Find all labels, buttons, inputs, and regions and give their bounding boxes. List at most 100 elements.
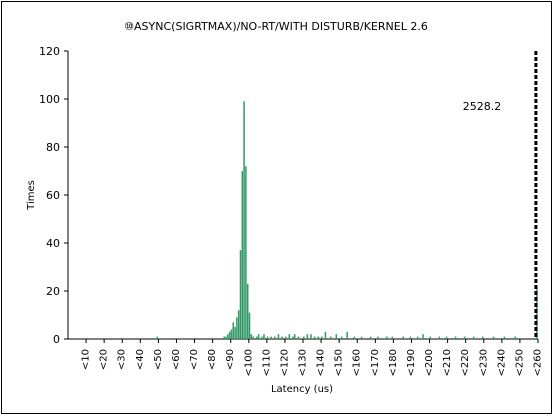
histogram-bar	[330, 336, 332, 339]
histogram-bar	[454, 336, 457, 339]
histogram-bar	[257, 334, 260, 339]
x-tick-label: <240	[496, 349, 507, 376]
histogram-bar	[237, 310, 240, 339]
x-tick-label: <250	[514, 349, 525, 376]
x-tick-label: <180	[388, 349, 399, 376]
histogram-bar	[353, 336, 356, 339]
histogram-bar	[386, 336, 388, 339]
x-tick-label: <210	[442, 349, 453, 376]
histogram-bar	[340, 336, 343, 339]
histogram-bar	[438, 336, 441, 339]
histogram-bar	[346, 331, 348, 339]
histogram-bar	[261, 336, 263, 339]
histogram-bar	[248, 312, 251, 339]
histogram-bar	[492, 336, 495, 339]
histogram-bar	[243, 101, 245, 340]
histogram-bar	[324, 331, 327, 339]
bars	[156, 101, 538, 340]
histogram-bar	[263, 334, 265, 339]
histogram-bar	[281, 336, 283, 339]
y-tick-label: 100	[39, 93, 60, 106]
histogram-bar	[245, 166, 247, 339]
y-tick-label: 120	[39, 45, 60, 58]
x-axis: <10 <20 <30 <40 <50 <60 <70 <80 <90 <100 <110 <120 <…	[68, 338, 544, 376]
histogram-bar	[481, 336, 484, 339]
x-tick-label: <220	[460, 349, 471, 376]
histogram-bar	[429, 336, 432, 339]
histogram-bar	[236, 317, 238, 339]
x-tick-label: <150	[334, 349, 345, 376]
x-tick-label: <160	[352, 349, 363, 376]
histogram-bar	[232, 322, 235, 339]
histogram-bar	[284, 336, 287, 339]
histogram-bar	[293, 334, 296, 339]
histogram-bar	[310, 334, 312, 339]
histogram-bar	[252, 336, 254, 339]
x-tick-label: <230	[478, 349, 489, 376]
x-tick-label: <70	[189, 349, 200, 370]
x-tick-label: <10	[81, 349, 92, 370]
histogram-bar	[297, 336, 300, 339]
histogram-bar	[377, 336, 379, 339]
histogram-bar	[274, 336, 276, 339]
x-axis-title: Latency (us)	[271, 384, 333, 395]
histogram-bar	[270, 336, 272, 339]
histogram-bar	[463, 336, 466, 339]
histogram-bar	[277, 334, 280, 339]
x-tick-label: <60	[171, 349, 182, 370]
histogram-bar	[369, 336, 372, 339]
x-tick-label: <100	[243, 349, 254, 376]
reference-line-group: 2528.2	[463, 51, 538, 339]
y-tick-label: 20	[46, 285, 60, 298]
histogram-bar	[230, 329, 233, 339]
y-tick-label: 40	[46, 237, 60, 250]
histogram-bar	[156, 336, 159, 339]
x-tick-label: <200	[424, 349, 435, 376]
x-tick-label: <170	[370, 349, 381, 376]
histogram-bar	[360, 336, 363, 339]
histogram-bar	[422, 334, 424, 339]
histogram-bar	[514, 336, 517, 339]
x-tick-label: <130	[298, 349, 309, 376]
histogram-bar	[256, 336, 258, 339]
histogram-bar	[472, 336, 475, 339]
histogram-bar	[250, 334, 253, 339]
histogram-bar	[321, 336, 323, 339]
histogram-bar	[266, 336, 269, 339]
histogram-bar	[223, 336, 225, 339]
y-axis: 0 20 40 60 80 100 120	[39, 45, 69, 346]
histogram-bar	[306, 334, 309, 339]
y-tick-label: 80	[46, 141, 60, 154]
histogram-bar	[241, 171, 244, 339]
histogram-bar	[239, 250, 242, 339]
histogram-bar	[288, 334, 291, 339]
histogram-bar	[228, 331, 231, 339]
x-tick-label: <260	[533, 349, 544, 376]
x-tick-label: <20	[99, 349, 110, 370]
reference-line-label: 2528.2	[463, 100, 502, 113]
histogram-bar	[292, 336, 294, 339]
chart-title: ⑩ASYNC(SIGRTMAX)/NO-RT/WITH DISTURB/KERN…	[124, 20, 428, 33]
x-tick-label: <30	[117, 349, 128, 370]
histogram-bar	[246, 283, 249, 339]
y-tick-label: 60	[46, 189, 60, 202]
histogram-bar	[402, 336, 404, 339]
histogram-bar	[445, 336, 448, 339]
histogram-bar	[234, 327, 236, 339]
histogram-bar	[227, 334, 229, 339]
x-tick-label: <40	[135, 349, 146, 370]
x-tick-label: <90	[225, 349, 236, 370]
histogram-bar	[409, 336, 412, 339]
histogram-bar	[391, 336, 394, 339]
histogram-bar	[317, 336, 319, 339]
histogram-bar	[225, 336, 227, 339]
x-tick-label: <50	[153, 349, 164, 370]
y-tick-label: 0	[53, 333, 60, 346]
x-tick-label: <110	[261, 349, 272, 376]
histogram-bar	[303, 336, 305, 339]
x-tick-label: <80	[207, 349, 218, 370]
histogram-bar	[503, 336, 506, 339]
histogram-bar	[335, 334, 338, 339]
